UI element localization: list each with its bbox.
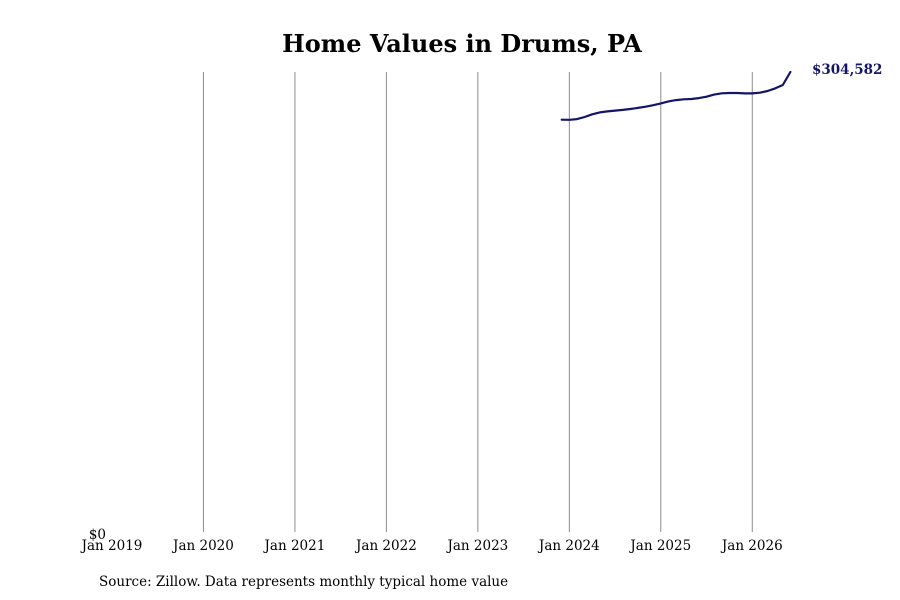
- x-tick-label: Jan 2022: [354, 538, 417, 554]
- x-tick-label: Jan 2025: [628, 538, 691, 554]
- chart-title: Home Values in Drums, PA: [282, 29, 642, 58]
- x-tick-label: Jan 2024: [537, 538, 600, 554]
- series-group: [560, 70, 792, 121]
- source-note: Source: Zillow. Data represents monthly …: [99, 574, 508, 590]
- y-tick-label: $0: [89, 527, 106, 543]
- y-axis-tick-labels: $0: [89, 527, 106, 543]
- x-tick-label: Jan 2020: [171, 538, 234, 554]
- x-axis-tick-labels: Jan 2019 Jan 2020 Jan 2021 Jan 2022 Jan 2023…: [80, 538, 783, 554]
- x-tick-label: Jan 2019: [80, 538, 143, 554]
- x-tick-label: Jan 2023: [445, 538, 508, 554]
- x-tick-label: Jan 2021: [263, 538, 326, 554]
- vertical-gridlines: [202, 72, 753, 532]
- last-value-label: $304,582: [812, 62, 882, 78]
- x-tick-label: Jan 2026: [720, 538, 783, 554]
- series-line: [560, 70, 792, 121]
